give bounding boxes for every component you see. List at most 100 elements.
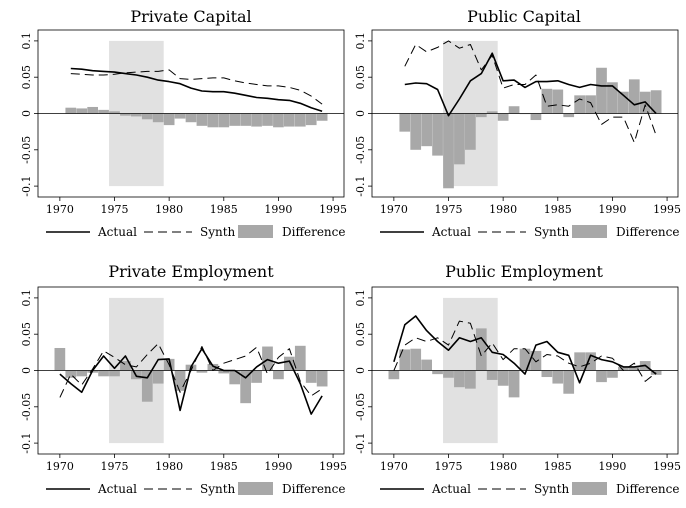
- difference-bar: [486, 370, 498, 380]
- x-tick-label: 1980: [489, 460, 517, 473]
- difference-bar: [530, 350, 542, 371]
- legend-difference-swatch: [572, 482, 607, 495]
- difference-bar: [240, 113, 251, 126]
- difference-bar: [552, 370, 564, 384]
- difference-bar: [596, 67, 607, 114]
- y-tick-label: -0.1: [20, 175, 33, 196]
- difference-bar: [76, 370, 88, 377]
- legend-difference-label: Difference: [616, 225, 679, 239]
- x-tick-label: 1990: [598, 203, 626, 216]
- y-tick-label: -0.05: [354, 393, 367, 421]
- difference-bar: [508, 106, 520, 114]
- difference-bar: [628, 366, 640, 371]
- synth-series-line: [404, 40, 657, 143]
- y-tick-label: 0: [20, 367, 33, 374]
- y-tick-label: 0.05: [354, 322, 367, 347]
- y-tick-label: 0.1: [20, 289, 33, 307]
- x-tick-label: 1985: [544, 460, 572, 473]
- y-tick-label: 0.05: [354, 65, 367, 90]
- difference-bar: [585, 352, 596, 371]
- synth-series-line: [70, 69, 323, 105]
- difference-bar: [388, 370, 400, 380]
- difference-bar: [240, 370, 251, 404]
- difference-bar: [54, 347, 66, 371]
- x-tick-label: 1975: [101, 460, 129, 473]
- difference-bar: [163, 113, 175, 126]
- chart-title: Private Capital: [130, 7, 251, 26]
- legend-actual-label: Actual: [97, 482, 137, 496]
- difference-bar: [305, 113, 317, 126]
- difference-bar: [475, 113, 487, 118]
- difference-bar: [465, 113, 476, 150]
- plot-area: 0.1 0.05 0 -0.05 -0.1 1970 1975 1980 1985 1990 199…: [20, 29, 347, 239]
- difference-bar: [399, 349, 411, 371]
- difference-bar: [262, 113, 273, 126]
- x-tick-label: 1970: [46, 460, 74, 473]
- y-tick-label: 0.05: [20, 65, 33, 90]
- legend-actual-label: Actual: [97, 225, 137, 239]
- x-tick-label: 1995: [653, 203, 681, 216]
- x-tick-label: 1990: [264, 460, 292, 473]
- difference-bar: [294, 345, 306, 371]
- difference-bar: [410, 113, 422, 150]
- difference-bar: [628, 79, 640, 114]
- x-tick-label: 1990: [264, 203, 292, 216]
- plot-area: 0.1 0.05 0 -0.05 -0.1 1970 1975 1980 1985 1990 199…: [20, 286, 347, 496]
- difference-bar: [432, 113, 443, 156]
- difference-bar: [475, 328, 487, 371]
- legend-difference-label: Difference: [282, 225, 345, 239]
- legend-difference-label: Difference: [616, 482, 679, 496]
- difference-bar: [421, 113, 432, 147]
- difference-bar: [541, 370, 553, 378]
- difference-bar: [519, 348, 531, 371]
- difference-bar: [305, 370, 317, 383]
- chart-title: Private Employment: [108, 262, 274, 281]
- difference-bar: [131, 113, 142, 117]
- actual-series-line: [404, 52, 657, 117]
- x-tick-label: 1970: [380, 203, 408, 216]
- difference-bar: [607, 82, 618, 114]
- x-tick-label: 1975: [101, 203, 129, 216]
- actual-series-line: [59, 347, 323, 415]
- chart-title: Public Employment: [445, 262, 603, 281]
- y-tick-label: 0: [20, 110, 33, 117]
- chart-title: Public Capital: [467, 7, 581, 26]
- plot-area: 0.1 0.05 0 -0.05 -0.1 1970 1975 1980 1985 1990 199…: [354, 286, 681, 496]
- synth-series-line: [59, 343, 323, 398]
- legend-synth-label: Synth: [200, 482, 236, 496]
- difference-bar: [207, 363, 219, 371]
- legend-difference-swatch: [238, 225, 273, 238]
- difference-bar: [98, 109, 109, 114]
- x-tick-label: 1975: [435, 203, 463, 216]
- x-tick-label: 1985: [544, 203, 572, 216]
- difference-bar: [585, 95, 596, 114]
- difference-bar: [410, 348, 422, 371]
- difference-bar: [207, 113, 219, 128]
- panel-private-capital: Private Capital 0.1 0.05 0 -0.05 -0.1 1970 197…: [20, 7, 347, 239]
- difference-bar: [251, 113, 262, 127]
- difference-bar: [262, 346, 273, 371]
- difference-bar: [497, 370, 509, 386]
- legend-actual-label: Actual: [431, 482, 471, 496]
- difference-bar: [120, 361, 131, 371]
- y-tick-label: -0.05: [20, 393, 33, 421]
- panel-private-employment: Private Employment 0.1 0.05 0 -0.05 -0.1 1970…: [20, 262, 347, 496]
- difference-bar: [185, 113, 197, 123]
- difference-bar: [141, 370, 153, 402]
- difference-bar: [174, 113, 186, 119]
- difference-bar: [109, 111, 120, 114]
- x-tick-label: 1970: [380, 460, 408, 473]
- legend-synth-label: Synth: [534, 482, 570, 496]
- difference-bar: [229, 370, 241, 385]
- difference-bar: [618, 91, 629, 114]
- difference-bar: [650, 90, 662, 114]
- difference-bar: [218, 370, 230, 374]
- legend-synth-label: Synth: [200, 225, 236, 239]
- y-tick-label: -0.05: [354, 136, 367, 164]
- x-tick-label: 1995: [319, 460, 347, 473]
- legend-difference-label: Difference: [282, 482, 345, 496]
- panel-public-employment: Public Employment 0.1 0.05 0 -0.05 -0.1 1970 1…: [354, 262, 681, 496]
- y-tick-label: 0.05: [20, 322, 33, 347]
- difference-bar: [596, 370, 607, 383]
- difference-bar: [196, 370, 208, 373]
